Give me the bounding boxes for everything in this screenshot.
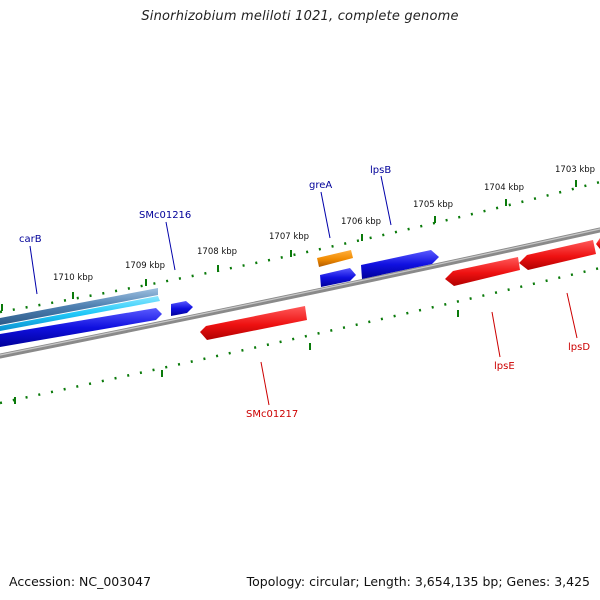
scale-label: 1709 kbp [125,261,165,271]
gene-carB-cyan[interactable] [0,296,160,331]
leader-line [380,175,392,226]
gene-forward-long[interactable] [0,308,162,347]
scale-label: 1704 kbp [484,183,524,193]
inner-scale-track [0,266,600,405]
accession-text: Accession: NC_003047 [9,574,152,589]
gene-label-SMc01216[interactable]: SMc01216 [139,210,191,221]
map-title: Sinorhizobium meliloti 1021, complete ge… [141,9,459,24]
leader-line [320,191,331,239]
gene-carB-slate[interactable] [0,288,158,325]
genome-backbone [0,227,600,359]
gene-edge-right[interactable] [596,238,600,249]
inner-major-ticks [14,310,459,404]
gene-lpsE[interactable] [445,257,520,286]
gene-greA-rna[interactable] [317,250,353,267]
leader-line [29,245,38,295]
scale-label: 1703 kbp [555,165,595,175]
gene-label-carB[interactable]: carB [19,234,42,245]
leader-line [491,311,501,358]
gene-label-lpsD[interactable]: lpsD [568,342,590,353]
gene-greA[interactable] [320,268,356,287]
gene-label-greA[interactable]: greA [309,180,332,191]
gene-label-lpsB[interactable]: lpsB [370,165,391,176]
genome-summary-text: Topology: circular; Length: 3,654,135 bp… [246,574,590,589]
major-ticks [1,180,577,311]
scale-label: 1705 kbp [413,200,453,210]
scale-label: 1706 kbp [341,217,381,227]
leader-line [165,221,176,271]
leader-line [260,361,270,406]
gene-SMc01216[interactable] [171,301,193,316]
gene-label-SMc01217[interactable]: SMc01217 [246,409,298,420]
gene-lpsD[interactable] [519,240,596,270]
genome-backbone-highlight [0,228,600,356]
scale-label: 1708 kbp [197,247,237,257]
scale-label: 1707 kbp [269,232,309,242]
gene-lpsB[interactable] [361,250,439,279]
gene-label-lpsE[interactable]: lpsE [494,361,515,372]
scale-label: 1710 kbp [53,273,93,283]
gene-SMc01217[interactable] [200,306,307,340]
leader-line [566,292,578,339]
